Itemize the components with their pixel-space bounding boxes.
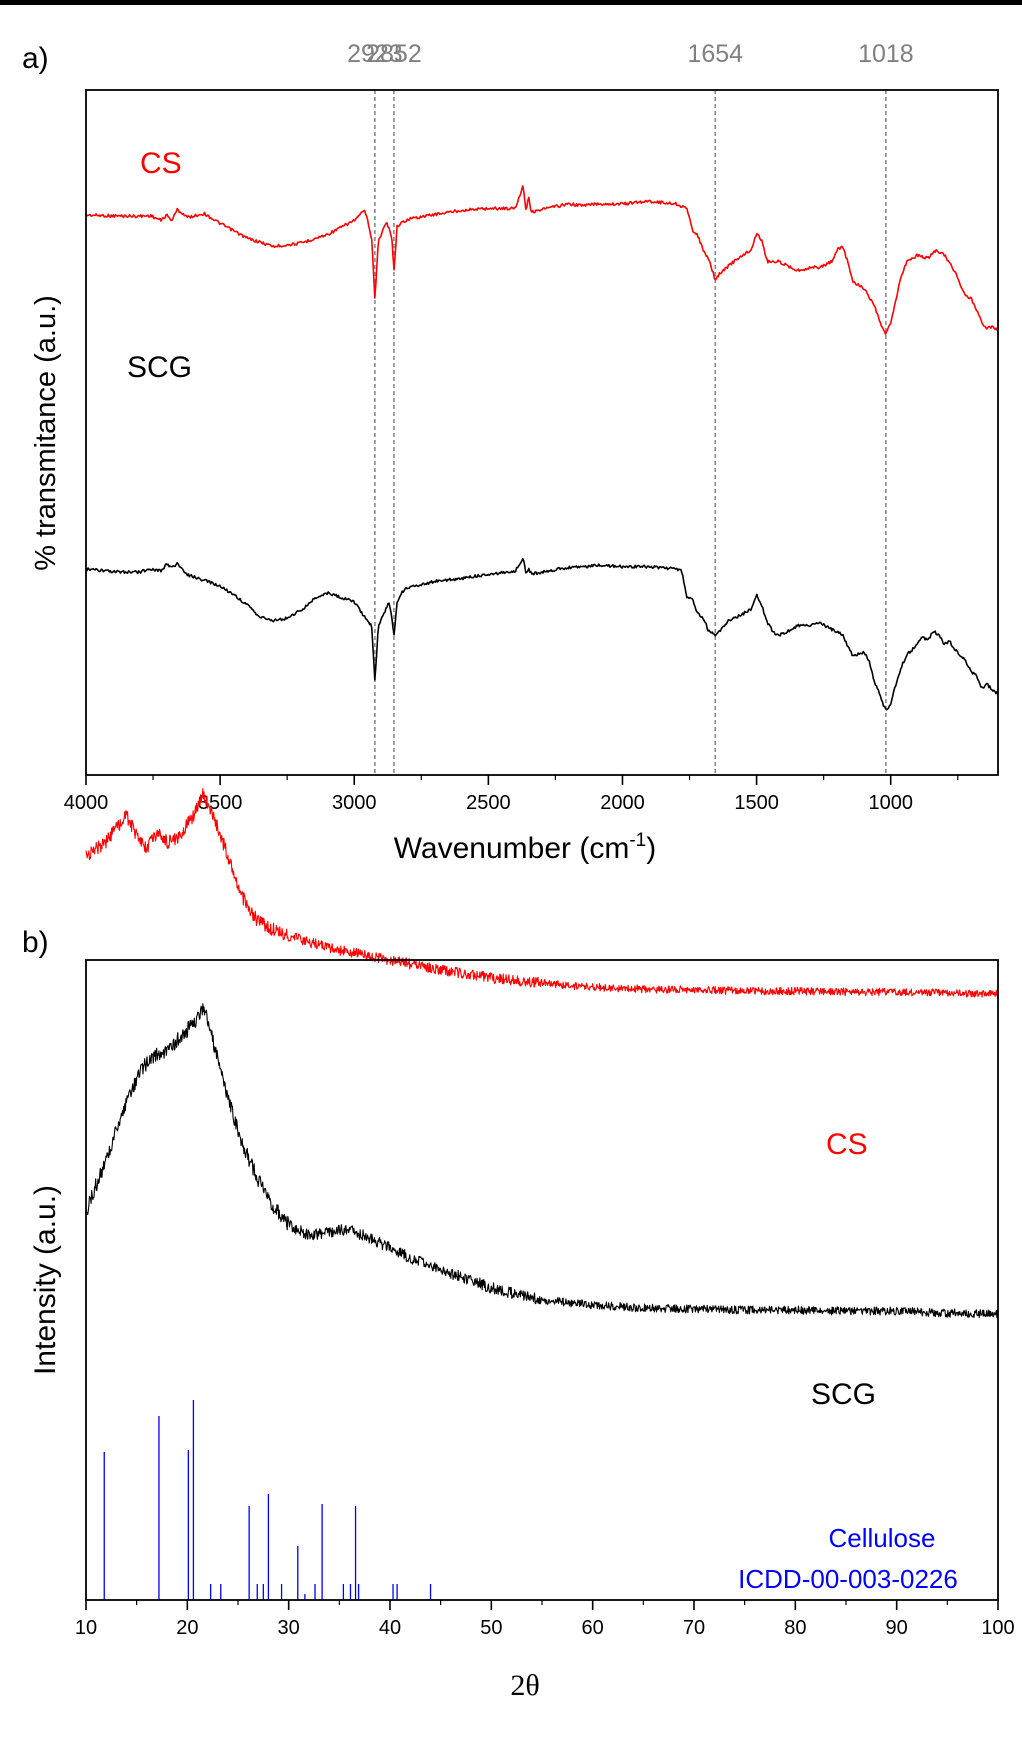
reference-name: Cellulose (829, 1523, 936, 1553)
x-tick-label-100: 100 (981, 1617, 1014, 1639)
ref-label-1654: 1654 (687, 40, 743, 68)
x-tick-label-20: 20 (176, 1617, 198, 1639)
series-group (85, 185, 999, 711)
x-tick-label-3500: 3500 (198, 792, 243, 814)
ref-label-2923: 2923 (347, 40, 403, 68)
x-tick-label-4000: 4000 (64, 792, 109, 814)
y-axis-label-a: % transmitance (a.u.) (30, 295, 62, 571)
y-axis-label-b: Intensity (a.u.) (29, 1185, 62, 1375)
series-cs-line (85, 185, 999, 336)
reference-code: ICDD-00-003-0226 (738, 1564, 958, 1594)
x-tick-label-40: 40 (379, 1617, 401, 1639)
x-tick-label-10: 10 (75, 1617, 97, 1639)
series-label-cs: CS (826, 1128, 868, 1161)
series-scg-line (85, 557, 999, 711)
panel-a-label: a) (22, 42, 49, 75)
series-label-scg: SCG (811, 1378, 876, 1411)
x-ticks-b: 10 20 30 40 50 60 70 80 90 100 (75, 1600, 1015, 1639)
x-tick-label-3000: 3000 (332, 792, 377, 814)
ref-label-2852: 2852 (366, 40, 422, 68)
x-tick-label-50: 50 (480, 1617, 502, 1639)
x-tick-label-1000: 1000 (868, 792, 913, 814)
series-cs-line (85, 787, 999, 998)
series-group (85, 787, 999, 1318)
ref-label-1018: 1018 (858, 40, 914, 68)
x-tick-label-30: 30 (278, 1617, 300, 1639)
x-tick-label-2000: 2000 (600, 792, 645, 814)
x-tick-label-60: 60 (582, 1617, 604, 1639)
x-tick-label-70: 70 (683, 1617, 705, 1639)
series-label-scg: SCG (127, 351, 192, 384)
panel-b-label: b) (22, 926, 49, 959)
x-axis-label-a: Wavenumber (cm-1) (394, 830, 657, 865)
series-scg-line (85, 1003, 999, 1318)
plot-frame-b (85, 959, 999, 1601)
x-tick-label-90: 90 (886, 1617, 908, 1639)
x-axis-label-b: 2θ (510, 1669, 539, 1702)
top-rule (0, 0, 1022, 5)
x-ticks-a: 4000 3500 3000 2500 2000 1500 1000 (64, 775, 959, 814)
reference-peaks (103, 1400, 432, 1600)
x-tick-label-2500: 2500 (466, 792, 511, 814)
series-label-cs: CS (140, 147, 182, 180)
plot-frame-a (85, 89, 999, 776)
panel-b: b) 10 20 30 40 50 60 70 80 90 100 CS SCG Cellulos… (22, 787, 1015, 1702)
x-tick-label-80: 80 (784, 1617, 806, 1639)
x-tick-label-1500: 1500 (734, 792, 779, 814)
